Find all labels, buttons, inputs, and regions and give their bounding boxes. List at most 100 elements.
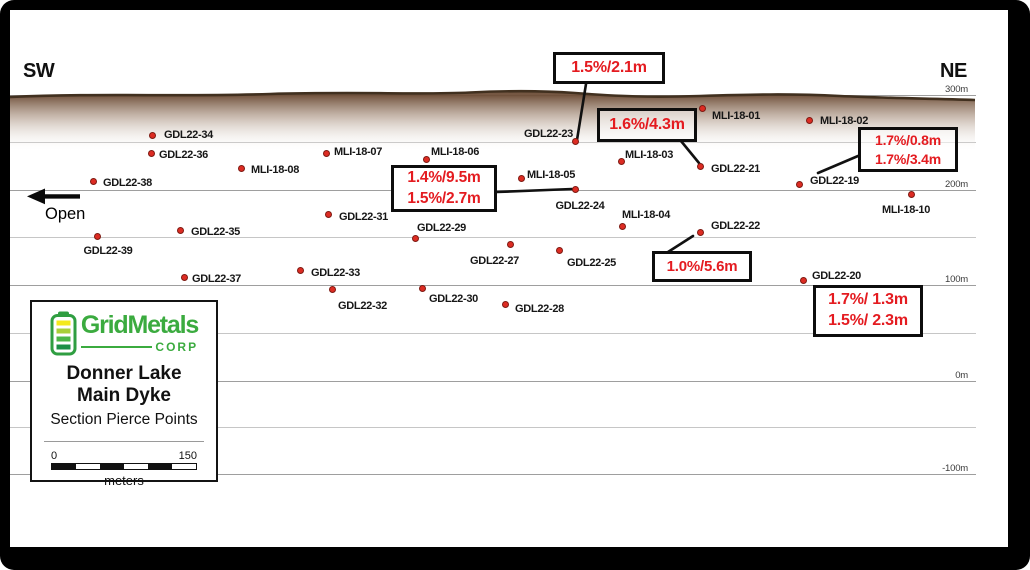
scale-max: 150 [178,450,197,463]
open-label: Open [45,205,86,223]
pierce-point-dot [323,150,330,157]
depth-label: -100m [942,463,968,474]
pierce-point-label: GDL22-31 [339,211,388,223]
scale-bar-segments [51,463,197,471]
pierce-point-label: GDL22-24 [555,200,605,212]
pierce-point-label: GDL22-39 [83,245,133,257]
gridline-major [10,381,976,382]
company-name: GridMetals [80,311,199,339]
surface-line [9,89,976,102]
grade-annotation-line: 1.7%/0.8m [875,132,941,149]
pierce-point-label: MLI-18-04 [622,209,671,221]
pierce-point-dot [423,156,430,163]
pierce-point-dot [419,285,426,292]
grade-annotation: 1.0%/5.6m [652,251,752,282]
pierce-point-dot [90,178,97,185]
scale-unit: meters [104,473,144,489]
gridline-minor [10,237,976,238]
pierce-point-dot [699,105,706,112]
corp-label: CORP [155,340,199,354]
grade-annotation: 1.4%/9.5m 1.5%/2.7m [391,165,497,212]
depth-label: 0m [955,370,968,381]
pierce-point-label: GDL22-28 [515,303,564,315]
pierce-point-dot [149,132,156,139]
scale-numbers: 0 150 [51,450,197,462]
gridline-major [10,474,976,475]
legend-box: GridMetals CORP Donner Lake Main Dyke Se… [30,300,218,488]
grade-annotation-line: 1.5%/2.1m [571,58,647,76]
pierce-point-label: GDL22-34 [164,129,213,141]
pierce-point-label: GDL22-36 [159,149,208,161]
pierce-point-dot [697,229,704,236]
pierce-point-dot [618,158,625,165]
grade-annotation-line: 1.6%/4.3m [609,115,685,133]
pierce-point-label: GDL22-30 [429,293,478,305]
pierce-point-label: GDL22-25 [567,257,616,269]
pierce-point-label: GDL22-37 [192,273,241,285]
depth-label: 100m [945,274,968,285]
corp-underline [80,346,153,348]
pierce-point-dot [572,138,579,145]
logo-wordmark: GridMetals CORP [80,311,199,354]
pierce-point-label: GDL22-33 [311,267,360,279]
pierce-point-dot [800,277,807,284]
pierce-point-label: MLI-18-07 [334,146,383,158]
pierce-point-dot [502,301,509,308]
leader-lines [495,82,860,254]
legend-title-2: Main Dyke [77,384,171,406]
pierce-point-dot [556,247,563,254]
pierce-point-dot [412,235,419,242]
pierce-point-dot [697,163,704,170]
pierce-point-label: MLI-18-06 [431,146,480,158]
annotation-leader-line [495,187,574,194]
pierce-point-dot [619,223,626,230]
section-direction-sw: SW [23,60,55,82]
pierce-point-label: MLI-18-05 [527,169,576,181]
annotation-leader-line [679,139,701,165]
section-direction-ne: NE [940,60,967,82]
depth-label: 200m [945,179,968,190]
pierce-point-label: GDL22-22 [711,220,760,232]
pierce-point-label: GDL22-21 [711,163,760,175]
pierce-point-label: MLI-18-02 [820,115,869,127]
pierce-point-dot [806,117,813,124]
annotation-leader-line [816,154,860,175]
pierce-point-label: MLI-18-10 [881,204,931,216]
grade-annotation: 1.7%/0.8m 1.7%/3.4m [858,127,958,172]
scale-bar: 0 150 meters [51,450,197,488]
legend-title-1: Donner Lake [66,363,182,384]
pierce-point-dot [325,211,332,218]
pierce-point-dot [297,267,304,274]
pierce-point-dot [796,181,803,188]
grade-annotation: 1.6%/4.3m [597,108,697,142]
pierce-point-dot [908,191,915,198]
scale-min: 0 [51,450,58,463]
open-arrow-icon [27,188,80,205]
grade-annotation-line: 1.7%/ 1.3m [828,291,908,309]
pierce-point-label: MLI-18-08 [251,164,300,176]
pierce-point-dot [518,175,525,182]
annotation-leader-line [666,234,695,254]
pierce-point-label: GDL22-23 [524,128,573,140]
legend-divider [44,440,204,443]
pierce-point-dot [238,165,245,172]
overburden-band [10,91,975,152]
gridline-major [10,285,976,286]
pierce-point-dot [329,286,336,293]
battery-icon [50,311,77,356]
pierce-point-label: GDL22-29 [417,222,466,234]
pierce-point-dot [148,150,155,157]
pierce-point-dot [177,227,184,234]
grade-annotation-line: 1.7%/3.4m [875,150,941,167]
pierce-point-label: GDL22-32 [338,300,387,312]
pierce-point-label: GDL22-19 [810,175,859,187]
pierce-point-label: MLI-18-03 [625,149,674,161]
grade-annotation-line: 1.4%/9.5m [407,169,481,187]
pierce-point-dot [507,241,514,248]
grade-annotation-line: 1.5%/2.7m [407,189,481,207]
grade-annotation-line: 1.0%/5.6m [666,257,738,275]
